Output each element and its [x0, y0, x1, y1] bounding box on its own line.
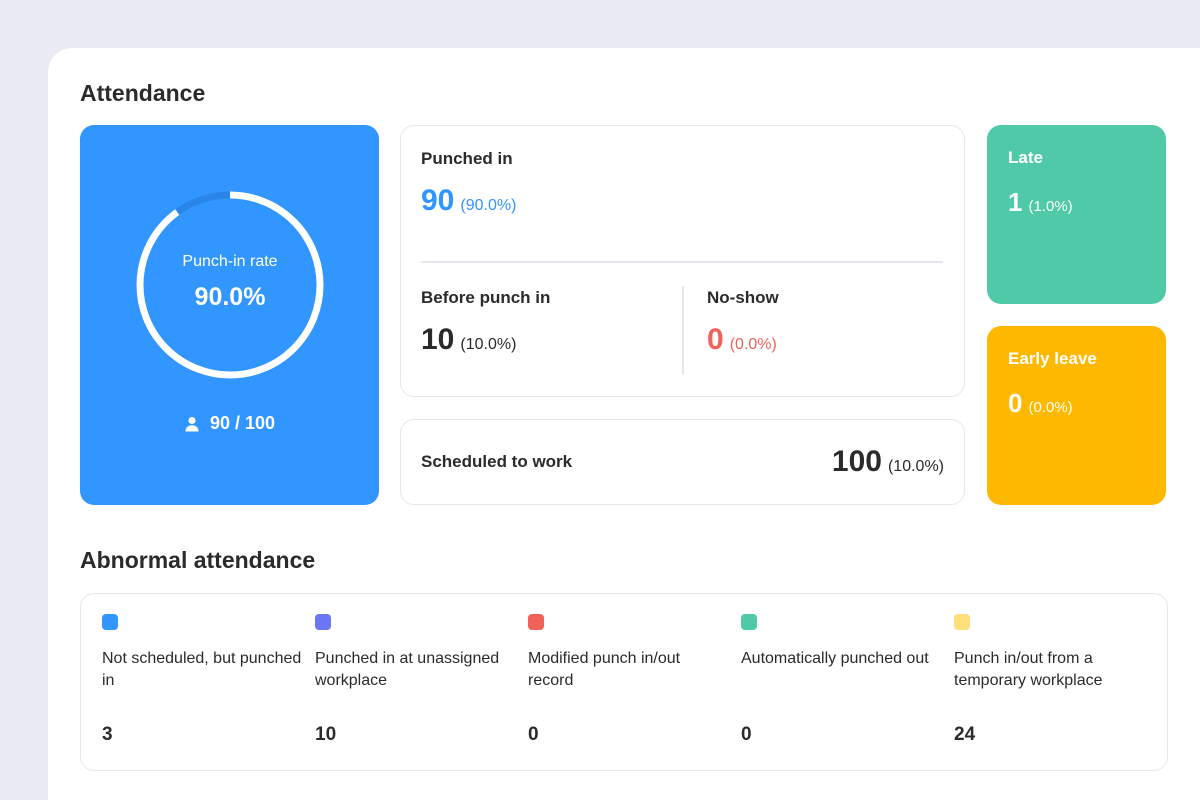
early-leave-pct: (0.0%)	[1028, 399, 1073, 416]
status-dot	[102, 614, 118, 630]
abnormal-attendance-card: Not scheduled, but punched in 3 Punched …	[80, 593, 1168, 771]
abnormal-item-label: Punched in at unassigned workplace	[315, 650, 500, 689]
punch-in-rate-ring: Punch-in rate 90.0%	[134, 189, 326, 381]
status-dot	[741, 614, 757, 630]
attendance-title: Attendance	[80, 80, 206, 106]
person-icon	[185, 416, 199, 431]
abnormal-item-not-scheduled[interactable]: Not scheduled, but punched in 3	[102, 594, 302, 772]
no-show-pct: (0.0%)	[729, 336, 777, 353]
abnormal-attendance-title: Abnormal attendance	[80, 547, 316, 573]
attendance-panel: Attendance Punch-in rate 90.0% 90 / 100	[48, 48, 1200, 800]
no-show-value-row: 0 (0.0%)	[707, 323, 777, 357]
late-value-row: 1 (1.0%)	[1008, 187, 1073, 218]
punched-in-value-row: 90 (90.0%)	[421, 184, 516, 218]
before-punch-in-label: Before punch in	[421, 288, 551, 307]
abnormal-item-label: Modified punch in/out record	[528, 650, 681, 689]
early-leave-label: Early leave	[1008, 349, 1097, 368]
status-dot	[528, 614, 544, 630]
abnormal-item-value: 3	[102, 724, 113, 745]
abnormal-item-temporary-workplace[interactable]: Punch in/out from a temporary workplace …	[954, 594, 1154, 772]
abnormal-item-value: 0	[528, 724, 539, 745]
no-show-value: 0	[707, 323, 724, 356]
punched-in-pct: (90.0%)	[460, 197, 517, 214]
before-punch-in-pct: (10.0%)	[460, 336, 517, 353]
late-label: Late	[1008, 148, 1043, 167]
punched-in-value: 90	[421, 184, 455, 217]
abnormal-item-value: 0	[741, 724, 752, 745]
punched-in-label: Punched in	[421, 149, 513, 168]
status-dot	[954, 614, 970, 630]
early-leave-card[interactable]: Early leave 0 (0.0%)	[987, 326, 1166, 505]
scheduled-value: 100	[831, 445, 882, 478]
status-dot	[315, 614, 331, 630]
abnormal-item-value: 24	[954, 724, 976, 745]
scheduled-label: Scheduled to work	[421, 452, 573, 471]
scheduled-value-row: 100 (10.0%)	[832, 445, 944, 479]
late-value: 1	[1008, 187, 1023, 217]
scheduled-to-work-card[interactable]: Scheduled to work 100 (10.0%)	[400, 419, 965, 505]
abnormal-item-label: Automatically punched out	[741, 650, 929, 667]
punch-in-rate-card[interactable]: Punch-in rate 90.0% 90 / 100	[80, 125, 379, 505]
late-card[interactable]: Late 1 (1.0%)	[987, 125, 1166, 304]
scheduled-pct: (10.0%)	[887, 458, 944, 475]
abnormal-item-unassigned-workplace[interactable]: Punched in at unassigned workplace 10	[315, 594, 515, 772]
abnormal-item-value: 10	[315, 724, 337, 745]
early-leave-value: 0	[1008, 388, 1023, 418]
abnormal-item-label: Punch in/out from a temporary workplace	[954, 650, 1103, 689]
early-leave-value-row: 0 (0.0%)	[1008, 388, 1073, 419]
before-punch-in-value: 10	[421, 323, 455, 356]
divider	[421, 261, 943, 263]
abnormal-item-modified-record[interactable]: Modified punch in/out record 0	[528, 594, 728, 772]
abnormal-item-auto-punched-out[interactable]: Automatically punched out 0	[741, 594, 941, 772]
punched-in-card[interactable]: Punched in 90 (90.0%) Before punch in 10…	[400, 125, 965, 397]
punch-in-count-text: 90 / 100	[209, 413, 276, 433]
before-punch-in-value-row: 10 (10.0%)	[421, 323, 516, 357]
no-show-label: No-show	[707, 288, 779, 307]
punch-in-rate-label: Punch-in rate	[182, 253, 278, 270]
ring-progress	[136, 191, 324, 379]
late-pct: (1.0%)	[1028, 198, 1073, 215]
punch-in-rate-value: 90.0%	[194, 283, 266, 311]
divider-vertical	[682, 286, 684, 374]
progress-ring	[136, 191, 324, 379]
abnormal-item-label: Not scheduled, but punched in	[102, 650, 302, 689]
punch-in-count: 90 / 100	[80, 413, 379, 434]
